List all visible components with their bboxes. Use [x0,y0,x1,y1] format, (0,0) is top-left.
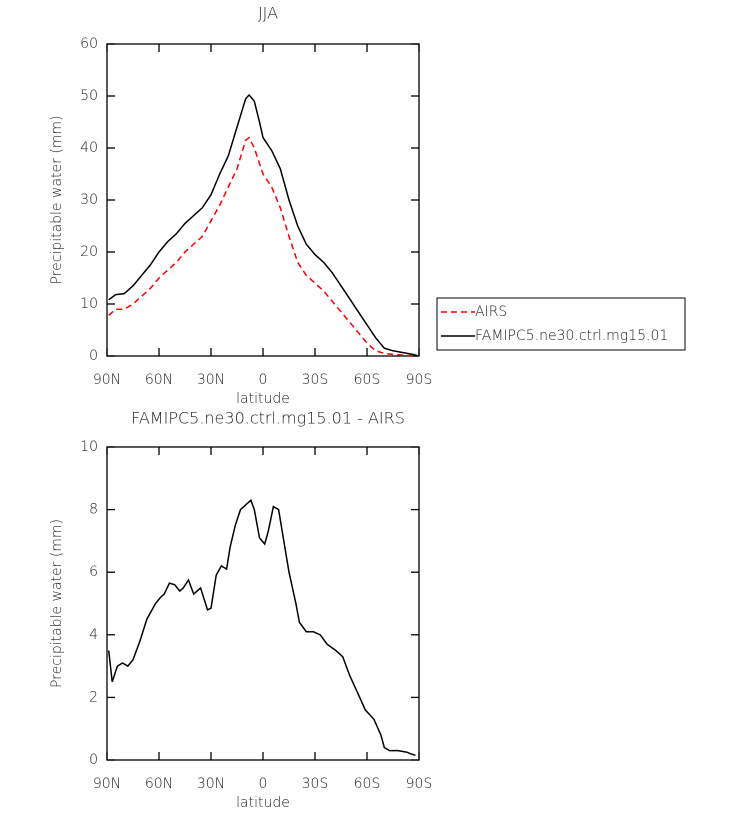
y-axis-label: Precipitable water (mm) [49,519,65,688]
x-tick-label: 60N [145,776,173,792]
x-tick-label: 60S [354,776,381,792]
x-tick-label: 60N [145,372,173,388]
y-tick-label: 60 [80,36,98,52]
plot-frame [106,43,420,357]
data-line [108,93,418,357]
x-axis-label: latitude [236,391,290,407]
x-tick-label: 90N [93,372,121,388]
legend-label: FAMIPC5.ne30.ctrl.mg15.01 [475,328,668,344]
x-tick-label: 90S [406,372,433,388]
x-tick-label: 30S [302,372,329,388]
legend-label: AIRS [475,304,507,320]
chart-title: JJA [258,4,278,23]
y-tick-label: 0 [89,752,98,768]
x-tick-label: 30N [197,776,225,792]
x-axis-label: latitude [236,795,290,811]
x-tick-label: 90N [93,776,121,792]
data-line [107,498,416,757]
x-tick-label: 30S [302,776,329,792]
data-line [108,136,418,357]
x-tick-label: 90S [406,776,433,792]
y-tick-label: 2 [89,689,98,705]
x-tick-label: 30N [197,372,225,388]
chart-title: FAMIPC5.ne30.ctrl.mg15.01 - AIRS [131,409,405,428]
y-tick-label: 20 [80,244,98,260]
y-tick-label: 10 [80,296,98,312]
x-tick-label: 0 [259,776,268,792]
y-tick-label: 6 [89,564,98,580]
plot-frame [106,446,420,761]
x-tick-label: 0 [259,372,268,388]
y-tick-label: 50 [80,88,98,104]
y-tick-label: 40 [80,140,98,156]
x-tick-label: 60S [354,372,381,388]
y-tick-label: 0 [89,348,98,364]
y-axis-label: Precipitable water (mm) [49,115,65,284]
legend-box [436,297,686,351]
y-tick-label: 10 [80,439,98,455]
y-tick-label: 4 [89,627,98,643]
y-tick-label: 8 [89,502,98,518]
y-tick-label: 30 [80,192,98,208]
